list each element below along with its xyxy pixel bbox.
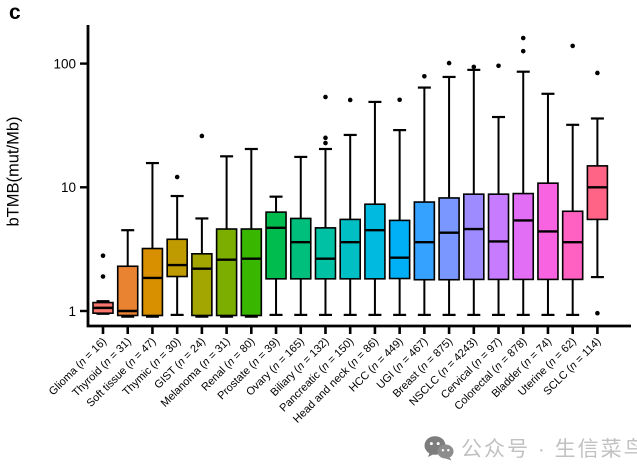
- iqr-box: [215, 228, 238, 317]
- outlier-point: [323, 135, 328, 141]
- iqr-box: [438, 197, 460, 281]
- outlier-point: [397, 97, 402, 103]
- outlier-point: [496, 63, 501, 69]
- outlier-point: [323, 94, 328, 100]
- outlier-point: [471, 64, 477, 70]
- panel-label: c: [9, 1, 21, 24]
- iqr-box: [462, 193, 485, 281]
- outlier-point: [100, 274, 106, 279]
- y-tick-label: 10: [61, 180, 76, 195]
- outlier-point: [422, 73, 427, 79]
- outlier-point: [570, 43, 575, 49]
- iqr-box: [314, 227, 337, 280]
- outlier-point: [520, 35, 526, 41]
- iqr-box: [339, 218, 362, 280]
- iqr-box: [586, 165, 609, 221]
- outlier-point: [174, 174, 180, 180]
- axis-lines: [86, 25, 631, 328]
- iqr-box: [166, 238, 188, 278]
- iqr-box: [191, 253, 213, 317]
- outlier-point: [323, 140, 328, 146]
- iqr-box: [364, 203, 386, 280]
- outlier-point: [595, 310, 600, 316]
- iqr-box: [116, 265, 139, 317]
- iqr-box: [413, 201, 436, 281]
- iqr-box: [388, 219, 411, 280]
- outlier-point: [347, 97, 353, 103]
- watermark: 公众号 · 生信菜鸟团: [424, 433, 637, 463]
- y-axis-title: bTMB(mut/Mb): [4, 116, 23, 227]
- watermark-text: 公众号 · 生信菜鸟团: [461, 438, 637, 461]
- wechat-icon: [424, 435, 454, 460]
- iqr-box: [141, 247, 164, 317]
- iqr-box: [240, 228, 263, 317]
- iqr-box: [561, 210, 584, 281]
- iqr-box: [487, 193, 510, 281]
- outlier-point: [446, 60, 452, 66]
- y-tick-label: 100: [53, 56, 76, 71]
- iqr-box: [289, 217, 312, 280]
- outlier-point: [199, 133, 205, 139]
- iqr-box: [265, 211, 287, 280]
- iqr-box: [512, 192, 535, 281]
- outlier-point: [520, 48, 526, 54]
- outlier-point: [595, 70, 600, 76]
- outlier-point: [100, 253, 106, 258]
- y-tick-label: 1: [68, 304, 76, 319]
